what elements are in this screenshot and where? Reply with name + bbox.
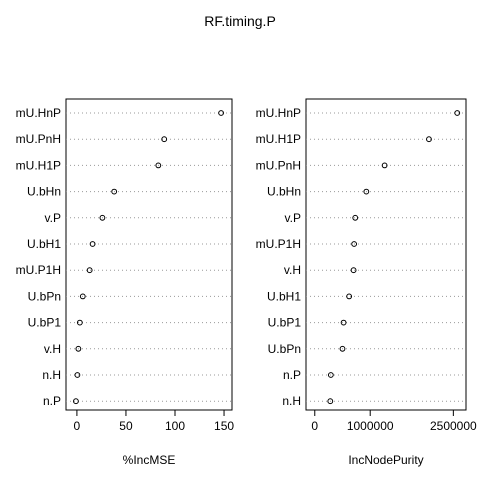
variable-label: v.H [44,342,61,356]
variable-label: v.H [284,263,301,277]
x-tick-label: 1000000 [347,419,394,433]
variable-label: mU.H1P [16,158,61,172]
x-tick-label: 2500000 [430,419,477,433]
variable-label: n.H [282,394,301,408]
x-axis-title: %IncMSE [123,453,176,467]
variable-label: mU.HnP [256,106,301,120]
variable-label: mU.H1P [256,132,301,146]
panel-1: mU.HnP mU.PnH mU.H1P U.bHn v.P U.bH1 mU.P1H U.b… [16,99,235,467]
variable-label: v.P [45,211,61,225]
variable-label: U.bPn [28,289,61,303]
variable-label: n.P [283,368,301,382]
variable-label: mU.P1H [256,237,301,251]
data-point [351,268,356,273]
x-tick-label: 100 [165,419,185,433]
data-point [353,215,358,220]
x-tick-label: 0 [311,419,318,433]
variable-label: U.bH1 [267,289,301,303]
variable-label: mU.PnH [256,158,301,172]
data-point [75,373,80,378]
plot-frame [66,99,232,410]
chart-title: RF.timing.P [204,13,276,29]
variable-label: n.P [43,394,61,408]
variable-label: mU.PnH [16,132,61,146]
variable-label: mU.HnP [16,106,61,120]
data-point [87,268,92,273]
panel-2: mU.HnP mU.H1P mU.PnH U.bHn v.P mU.P1H v.H U.bH1… [256,99,477,467]
variable-label: U.bP1 [268,316,302,330]
x-tick-label: 50 [119,419,133,433]
x-tick-label: 0 [74,419,81,433]
x-axis-title: IncNodePurity [348,453,423,467]
x-tick-label: 150 [214,419,234,433]
variable-label: U.bH1 [27,237,61,251]
variable-label: mU.P1H [16,263,61,277]
plot-frame [306,99,466,410]
data-point [341,320,346,325]
variable-label: U.bP1 [28,316,62,330]
variable-label: n.H [42,368,61,382]
variable-label: v.P [285,211,301,225]
variable-label: U.bPn [268,342,301,356]
variable-label: U.bHn [27,185,61,199]
variable-label: U.bHn [267,185,301,199]
